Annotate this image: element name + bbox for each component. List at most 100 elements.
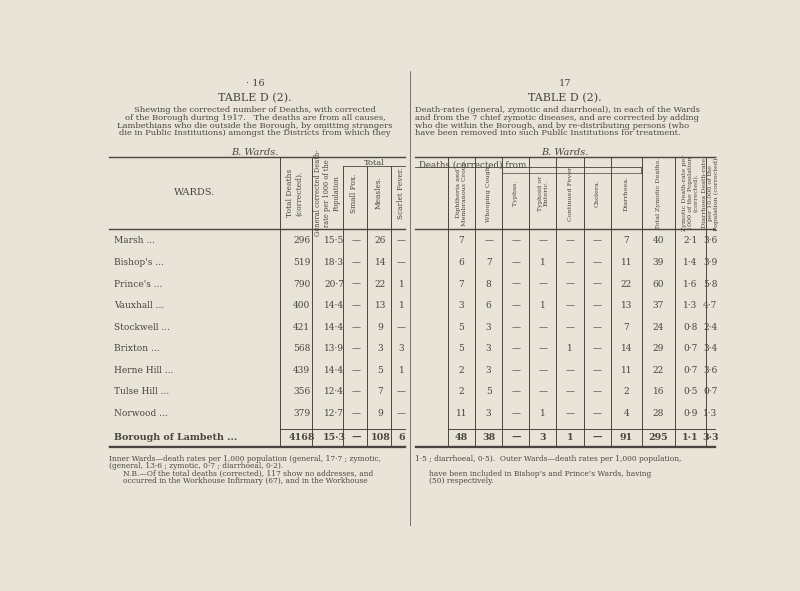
Text: 13·9: 13·9 bbox=[324, 345, 344, 353]
Text: —: — bbox=[511, 280, 520, 288]
Text: —: — bbox=[566, 387, 574, 397]
Text: (50) respectively.: (50) respectively. bbox=[430, 477, 494, 485]
Text: 3·6: 3·6 bbox=[703, 366, 718, 375]
Text: 1: 1 bbox=[540, 409, 546, 418]
Text: 3·3: 3·3 bbox=[702, 433, 718, 442]
Text: 40: 40 bbox=[653, 236, 664, 245]
Text: N.B.—Of the total deaths (corrected), 117 show no addresses, and: N.B.—Of the total deaths (corrected), 11… bbox=[123, 470, 374, 478]
Text: —: — bbox=[397, 409, 406, 418]
Text: —: — bbox=[352, 236, 361, 245]
Text: 5: 5 bbox=[378, 366, 383, 375]
Text: occurred in the Workhouse Infirmary (67), and in the Workhouse: occurred in the Workhouse Infirmary (67)… bbox=[123, 477, 368, 485]
Text: 6: 6 bbox=[486, 301, 491, 310]
Text: —: — bbox=[352, 409, 361, 418]
Text: 296: 296 bbox=[293, 236, 310, 245]
Text: 3·9: 3·9 bbox=[703, 258, 718, 267]
Text: 5: 5 bbox=[486, 387, 491, 397]
Text: —: — bbox=[593, 301, 602, 310]
Text: 16: 16 bbox=[653, 387, 664, 397]
Text: 13: 13 bbox=[621, 301, 632, 310]
Text: —: — bbox=[566, 301, 574, 310]
Text: 1·3: 1·3 bbox=[703, 409, 718, 418]
Text: 22: 22 bbox=[653, 366, 664, 375]
Text: Herne Hill ...: Herne Hill ... bbox=[114, 366, 174, 375]
Text: 11: 11 bbox=[621, 366, 632, 375]
Text: 3: 3 bbox=[398, 345, 404, 353]
Text: —: — bbox=[511, 301, 520, 310]
Text: B. Wards.: B. Wards. bbox=[542, 148, 589, 157]
Text: —: — bbox=[538, 236, 547, 245]
Text: 1·4: 1·4 bbox=[683, 258, 698, 267]
Text: 39: 39 bbox=[653, 258, 664, 267]
Text: 421: 421 bbox=[293, 323, 310, 332]
Text: 28: 28 bbox=[653, 409, 664, 418]
Text: —: — bbox=[511, 409, 520, 418]
Text: 12·7: 12·7 bbox=[324, 409, 344, 418]
Text: 568: 568 bbox=[293, 345, 310, 353]
Text: 5: 5 bbox=[458, 323, 465, 332]
Text: 17: 17 bbox=[558, 79, 571, 87]
Text: —: — bbox=[566, 280, 574, 288]
Text: —: — bbox=[593, 409, 602, 418]
Text: 3·6: 3·6 bbox=[703, 236, 718, 245]
Text: Vauxhall ...: Vauxhall ... bbox=[114, 301, 164, 310]
Text: 29: 29 bbox=[653, 345, 664, 353]
Text: Marsh ...: Marsh ... bbox=[114, 236, 155, 245]
Text: —: — bbox=[538, 366, 547, 375]
Text: 20·7: 20·7 bbox=[324, 280, 344, 288]
Text: 0·9: 0·9 bbox=[683, 409, 698, 418]
Text: 26: 26 bbox=[375, 236, 386, 245]
Text: —: — bbox=[511, 387, 520, 397]
Text: die in Public Institutions) amongst the Districts from which they: die in Public Institutions) amongst the … bbox=[119, 129, 391, 138]
Text: 13: 13 bbox=[375, 301, 386, 310]
Text: —: — bbox=[511, 433, 521, 442]
Text: —: — bbox=[352, 387, 361, 397]
Text: —: — bbox=[566, 323, 574, 332]
Text: Scarlet Fever.: Scarlet Fever. bbox=[398, 167, 406, 219]
Text: —: — bbox=[566, 409, 574, 418]
Text: 1·5 ; diarrhoeal, 0·5).  Outer Wards—death rates per 1,000 population,: 1·5 ; diarrhoeal, 0·5). Outer Wards—deat… bbox=[415, 455, 682, 463]
Text: Inner Wards—death rates per 1,000 population (general, 17·7 ; zymotic,: Inner Wards—death rates per 1,000 popula… bbox=[110, 455, 382, 463]
Text: 0·7: 0·7 bbox=[683, 345, 698, 353]
Text: 48: 48 bbox=[455, 433, 468, 442]
Text: —: — bbox=[397, 258, 406, 267]
Text: 3: 3 bbox=[486, 366, 491, 375]
Text: 1: 1 bbox=[540, 301, 546, 310]
Text: Total Zymotic Deaths.: Total Zymotic Deaths. bbox=[656, 157, 661, 229]
Text: 37: 37 bbox=[653, 301, 664, 310]
Text: 11: 11 bbox=[456, 409, 467, 418]
Text: 14: 14 bbox=[374, 258, 386, 267]
Text: 790: 790 bbox=[293, 280, 310, 288]
Text: —: — bbox=[352, 280, 361, 288]
Text: 0·8: 0·8 bbox=[683, 323, 698, 332]
Text: —: — bbox=[352, 301, 361, 310]
Text: Shewing the corrected number of Deaths, with corrected: Shewing the corrected number of Deaths, … bbox=[134, 106, 376, 114]
Text: · 16: · 16 bbox=[246, 79, 264, 87]
Text: 9: 9 bbox=[378, 409, 383, 418]
Text: 3: 3 bbox=[486, 345, 491, 353]
Text: 24: 24 bbox=[653, 323, 664, 332]
Text: 3: 3 bbox=[486, 409, 491, 418]
Text: Tulse Hill ...: Tulse Hill ... bbox=[114, 387, 170, 397]
Text: —: — bbox=[511, 345, 520, 353]
Text: Zymotic Death-rate per
1000 of the Population
(corrected).: Zymotic Death-rate per 1000 of the Popul… bbox=[682, 155, 699, 231]
Text: Stockwell ...: Stockwell ... bbox=[114, 323, 170, 332]
Text: who die within the Borough, and by re-distributing persons (who: who die within the Borough, and by re-di… bbox=[415, 122, 690, 130]
Text: 519: 519 bbox=[293, 258, 310, 267]
Text: Total Deaths
(corrected).: Total Deaths (corrected). bbox=[286, 169, 303, 217]
Text: Bishop's ...: Bishop's ... bbox=[114, 258, 164, 267]
Text: Death-rates (general, zymotic and diarrhoeal), in each of the Wards: Death-rates (general, zymotic and diarrh… bbox=[415, 106, 700, 114]
Text: 6: 6 bbox=[398, 433, 405, 442]
Text: Diarrhoea.: Diarrhoea. bbox=[624, 176, 629, 210]
Text: TABLE D (2).: TABLE D (2). bbox=[528, 92, 602, 103]
Text: Diarrhoea Death-rate
per 10,000 of the
Population (corrected).: Diarrhoea Death-rate per 10,000 of the P… bbox=[702, 155, 718, 230]
Text: 4: 4 bbox=[623, 409, 629, 418]
Text: 14·4: 14·4 bbox=[324, 301, 344, 310]
Text: 400: 400 bbox=[293, 301, 310, 310]
Text: 108: 108 bbox=[370, 433, 390, 442]
Text: 5·8: 5·8 bbox=[703, 280, 718, 288]
Text: WARDS.: WARDS. bbox=[174, 189, 215, 197]
Text: —: — bbox=[397, 323, 406, 332]
Text: 2: 2 bbox=[458, 366, 464, 375]
Text: Whooping Cough.: Whooping Cough. bbox=[486, 164, 491, 222]
